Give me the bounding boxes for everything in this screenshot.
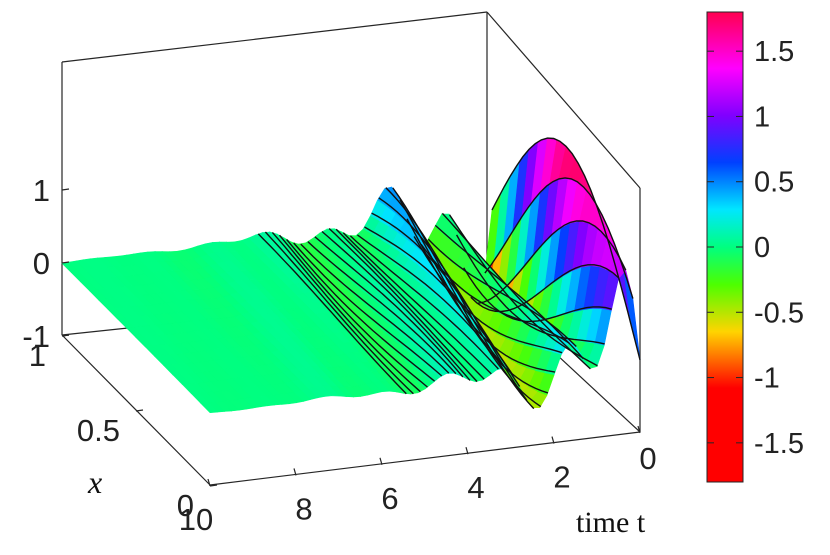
contour-line bbox=[420, 243, 570, 344]
time-tick-mark bbox=[293, 468, 297, 476]
contour-line bbox=[342, 232, 492, 375]
time-tick-mark bbox=[551, 436, 555, 444]
time-tick-mark bbox=[379, 457, 383, 465]
contour-line bbox=[427, 238, 577, 348]
z-tick-label: 1 bbox=[33, 173, 50, 208]
z-tick-mark bbox=[61, 188, 70, 191]
contour-line bbox=[286, 238, 436, 382]
x-space-axis-label: x bbox=[87, 464, 102, 500]
x-space-tick-label: 1 bbox=[29, 338, 46, 373]
time-tick-label: 8 bbox=[295, 491, 312, 526]
contour-line bbox=[278, 234, 428, 388]
contour-line bbox=[328, 227, 478, 383]
colorbar: 1.5 1 0.5 0 -0.5 -1 -1.5 bbox=[706, 11, 804, 483]
surface-patch bbox=[200, 402, 218, 414]
contour-line bbox=[455, 234, 605, 345]
contour-line bbox=[271, 231, 421, 393]
colorbar-tick-label: 1 bbox=[754, 101, 770, 133]
x-space-tick-label: 0 bbox=[177, 488, 194, 523]
contour-line bbox=[307, 241, 457, 375]
time-tick-label: 2 bbox=[553, 460, 570, 495]
contour-line bbox=[321, 230, 471, 381]
z-tick-mark bbox=[61, 261, 70, 264]
contour-line bbox=[293, 242, 443, 377]
z-tick-label: -1 bbox=[22, 319, 50, 354]
x-space-tick-mark bbox=[135, 409, 144, 412]
time-tick-mark bbox=[465, 447, 469, 455]
time-tick-label: 0 bbox=[639, 441, 656, 476]
contour-line bbox=[484, 177, 634, 299]
contour-line bbox=[364, 226, 514, 375]
colorbar-ticks: 1.5 1 0.5 0 -0.5 -1 -1.5 bbox=[707, 36, 804, 460]
x-space-tick-label: 0.5 bbox=[77, 413, 120, 448]
x-space-tick-mark bbox=[61, 334, 70, 337]
colorbar-tick-label: -1.5 bbox=[754, 428, 804, 460]
contour-line bbox=[300, 243, 450, 374]
x-space-axis-ticks: 00.51 bbox=[29, 334, 218, 523]
time-tick-label: 10 bbox=[179, 502, 213, 537]
x-space-tick-mark bbox=[209, 484, 218, 487]
colorbar-tick-label: 1.5 bbox=[754, 36, 794, 68]
contour-line bbox=[463, 267, 612, 323]
contour-lines bbox=[257, 137, 641, 410]
contour-line bbox=[491, 137, 641, 361]
contour-line bbox=[314, 236, 464, 378]
time-axis-label: time t bbox=[576, 506, 646, 539]
colorbar-tick-label: -1 bbox=[754, 363, 780, 395]
colorbar-tick-label: 0.5 bbox=[754, 167, 794, 199]
surface-patch bbox=[623, 269, 641, 361]
z-tick-label: 0 bbox=[33, 246, 50, 281]
colorbar-tick-label: 0 bbox=[754, 232, 770, 264]
contour-line bbox=[264, 231, 414, 395]
contour-line bbox=[434, 224, 584, 360]
contour-line bbox=[356, 234, 506, 369]
contour-line bbox=[349, 235, 499, 370]
time-axis-ticks: 0 2 4 6 8 10 bbox=[179, 425, 657, 537]
z-axis-ticks: 1 0 -1 bbox=[22, 173, 70, 354]
contour-line bbox=[257, 233, 407, 395]
time-tick-label: 4 bbox=[467, 470, 484, 505]
time-tick-mark bbox=[207, 478, 211, 487]
axes-box bbox=[61, 11, 641, 486]
contour-line bbox=[335, 228, 485, 380]
time-tick-label: 6 bbox=[381, 481, 398, 516]
contour-line bbox=[406, 218, 556, 373]
time-tick-mark bbox=[637, 425, 641, 434]
contour-line bbox=[470, 264, 620, 313]
colorbar-tick-label: -0.5 bbox=[754, 297, 804, 329]
contour-line bbox=[441, 212, 591, 370]
